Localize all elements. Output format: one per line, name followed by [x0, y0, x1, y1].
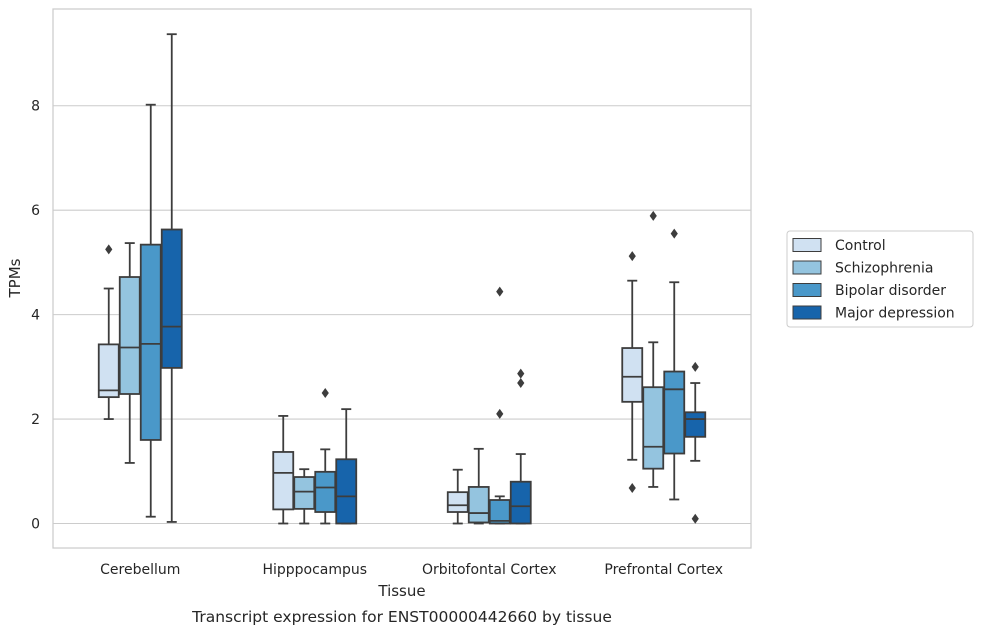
y-axis-title: TPMs [6, 258, 24, 298]
series-bipolar-disorder [139, 103, 686, 525]
legend-label: Major depression [835, 306, 955, 322]
plot-frame [52, 8, 752, 549]
legend-swatch [792, 260, 822, 275]
outlier-point [649, 210, 657, 221]
box [293, 468, 316, 525]
outlier-point [105, 244, 113, 255]
outlier-point [517, 378, 525, 389]
box-body [272, 451, 295, 511]
outlier-point [670, 228, 678, 239]
box-body [139, 243, 162, 441]
legend-item: Control [792, 238, 886, 254]
box-body [467, 486, 490, 524]
box [139, 103, 162, 518]
box-body [314, 470, 337, 513]
box [314, 387, 337, 525]
series-schizophrenia [118, 210, 665, 525]
box [97, 244, 120, 420]
box-body [335, 458, 358, 525]
box-body [446, 491, 469, 513]
legend-frame [786, 230, 974, 328]
series-control [97, 244, 644, 525]
box-body [293, 476, 316, 510]
box [488, 286, 511, 525]
box-body [160, 228, 183, 369]
box [335, 408, 358, 525]
box [663, 228, 686, 501]
x-tick-label: Orbitofontal Cortex [422, 562, 557, 578]
box-body [642, 386, 665, 470]
box-body [663, 370, 686, 455]
outlier-point [496, 408, 504, 419]
outlier-point [496, 286, 504, 297]
x-tick-label: Prefrontal Cortex [604, 562, 723, 578]
legend-label: Control [835, 238, 886, 254]
box-body [97, 343, 120, 399]
box [621, 251, 644, 493]
x-axis-title: Tissue [377, 582, 425, 600]
legend-swatch [792, 283, 822, 297]
legend-label: Bipolar disorder [835, 283, 946, 299]
box-body [488, 499, 511, 525]
legend-item: Schizophrenia [792, 260, 933, 277]
x-tick-label: Hipppocampus [262, 562, 367, 578]
box [272, 415, 295, 525]
box [684, 361, 707, 524]
box-body [684, 411, 707, 438]
legend-swatch [792, 238, 822, 252]
y-tick-label: 0 [31, 517, 40, 533]
x-axis-ticks: Cerebellum Hipppocampus Orbitofontal Corte… [100, 562, 723, 578]
box [118, 242, 141, 464]
x-tick-label: Cerebellum [100, 562, 180, 578]
legend-swatch [792, 305, 822, 320]
y-tick-label: 8 [31, 99, 40, 115]
outlier-point [691, 361, 699, 372]
legend-item: Major depression [792, 305, 955, 322]
chart-caption: Transcript expression for ENST0000044266… [191, 608, 612, 626]
y-axis-ticks: 0 2 4 6 8 [31, 99, 40, 533]
box [642, 210, 665, 488]
box [446, 468, 469, 525]
box [509, 368, 532, 525]
box-body [621, 347, 644, 403]
outlier-point [517, 368, 525, 379]
outlier-point [628, 482, 636, 493]
box [160, 33, 183, 523]
legend-item: Bipolar disorder [792, 283, 946, 299]
box-plot-series [97, 33, 707, 525]
y-tick-label: 6 [31, 203, 40, 219]
box-body [118, 276, 141, 395]
outlier-point [691, 513, 699, 524]
box-body [509, 480, 532, 525]
series-major-depression [160, 33, 707, 525]
box [467, 447, 490, 525]
legend-label: Schizophrenia [835, 261, 933, 277]
y-tick-label: 2 [31, 412, 40, 428]
y-tick-label: 4 [31, 308, 40, 324]
outlier-point [628, 251, 636, 262]
outlier-point [321, 387, 329, 398]
legend: Control Schizophrenia Bipolar disorder Majo… [786, 230, 974, 328]
